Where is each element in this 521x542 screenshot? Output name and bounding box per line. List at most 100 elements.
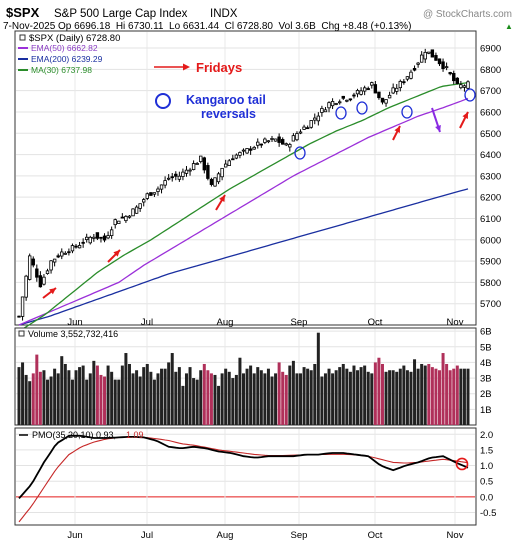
volume-y-tick: 1B bbox=[480, 405, 492, 416]
price-y-tick: 6100 bbox=[480, 214, 501, 225]
candle-body bbox=[430, 49, 435, 58]
volume-bar bbox=[391, 370, 395, 425]
volume-bar bbox=[277, 362, 281, 425]
candle-body bbox=[334, 103, 338, 105]
chart-exchange: INDX bbox=[210, 8, 238, 20]
volume-bar bbox=[409, 371, 413, 425]
price-candles bbox=[17, 48, 470, 321]
volume-bar bbox=[31, 373, 35, 425]
volume-bar bbox=[359, 367, 363, 425]
volume-bar bbox=[206, 370, 210, 425]
pmo-series bbox=[18, 434, 469, 500]
candle-body bbox=[134, 206, 139, 214]
pmo-crossover-circle bbox=[455, 457, 469, 471]
candle-body bbox=[288, 144, 292, 148]
volume-bar bbox=[366, 371, 370, 425]
candle-body bbox=[60, 251, 64, 257]
friday-arrow-head bbox=[219, 195, 225, 202]
candle-body bbox=[195, 163, 199, 165]
volume-bar bbox=[238, 357, 242, 425]
volume-y-tick: 4B bbox=[480, 358, 492, 369]
candle-body bbox=[95, 232, 100, 239]
candle-body bbox=[452, 72, 456, 82]
candle-body bbox=[152, 192, 157, 195]
volume-bar bbox=[231, 378, 235, 425]
candle-body bbox=[181, 171, 185, 177]
ema50-series bbox=[18, 97, 469, 326]
volume-bar bbox=[459, 368, 463, 425]
legend-ma30: MA(30) 6737.98 bbox=[31, 65, 92, 75]
volume-bar bbox=[455, 365, 459, 425]
candle-body bbox=[49, 260, 53, 271]
volume-bars bbox=[17, 332, 470, 425]
volume-y-tick: 5B bbox=[480, 342, 492, 353]
ma30-series bbox=[18, 81, 469, 332]
kangaroo-circle bbox=[356, 101, 368, 115]
volume-bar bbox=[270, 376, 274, 425]
x-axis-bottom: Jun Jul Aug Sep Oct Nov bbox=[67, 530, 463, 541]
candle-body bbox=[20, 296, 25, 317]
volume-bar bbox=[416, 368, 420, 425]
volume-bar bbox=[142, 367, 146, 425]
volume-bar bbox=[99, 374, 103, 425]
candle-body bbox=[88, 236, 92, 244]
candle-body bbox=[345, 99, 349, 102]
kangaroo-legend-circle bbox=[155, 93, 171, 109]
candle-body bbox=[327, 102, 331, 109]
candle-body bbox=[419, 54, 424, 63]
volume-y-tick: 3B bbox=[480, 374, 492, 385]
change-up-icon: ▲ bbox=[505, 22, 513, 31]
candle-body bbox=[74, 245, 78, 248]
candle-body bbox=[405, 76, 410, 80]
volume-bar bbox=[124, 353, 128, 425]
volume-bar bbox=[462, 368, 466, 425]
candle-body bbox=[252, 146, 256, 150]
candle-body bbox=[56, 255, 60, 258]
volume-bar bbox=[127, 363, 131, 425]
ma30-line bbox=[18, 81, 469, 332]
chart-date: 7-Nov-2025 bbox=[3, 21, 56, 32]
ohlc-readout: Op 6696.18 Hi 6730.11 Lo 6631.44 Cl 6728… bbox=[58, 21, 411, 32]
candle-body bbox=[427, 51, 431, 54]
pmo-y-axis: -0.5 0.0 0.5 1.0 1.5 2.0 bbox=[480, 430, 496, 519]
candle-body bbox=[280, 139, 285, 145]
candle-body bbox=[277, 136, 281, 143]
candle-body bbox=[99, 236, 103, 239]
annotations: Fridays Kangaroo tail reversals bbox=[42, 60, 476, 299]
volume-bar bbox=[259, 370, 263, 425]
volume-bar bbox=[291, 360, 295, 425]
volume-bar bbox=[352, 365, 356, 425]
volume-bar bbox=[295, 373, 299, 425]
candle-body bbox=[402, 81, 406, 84]
candle-body bbox=[298, 131, 303, 134]
candle-body bbox=[67, 251, 71, 254]
candle-body bbox=[117, 220, 121, 224]
volume-bar bbox=[445, 363, 449, 425]
volume-bar bbox=[46, 379, 50, 425]
candle-body bbox=[223, 163, 228, 168]
volume-bar bbox=[348, 371, 352, 425]
x-tick-label: Nov bbox=[447, 317, 464, 328]
candle-body bbox=[131, 208, 135, 217]
volume-bar bbox=[60, 356, 64, 425]
volume-bar bbox=[92, 360, 96, 425]
candle-body bbox=[145, 193, 149, 199]
candle-body bbox=[412, 68, 417, 71]
volume-bar bbox=[423, 365, 427, 425]
volume-bar bbox=[405, 370, 409, 425]
candle-body bbox=[309, 120, 313, 128]
price-y-tick: 6000 bbox=[480, 235, 501, 246]
volume-bar bbox=[21, 362, 25, 425]
x-tick-label-bottom: Jul bbox=[141, 530, 153, 541]
candle-body bbox=[323, 109, 328, 113]
volume-bar bbox=[395, 371, 399, 425]
volume-bar bbox=[74, 370, 78, 425]
price-y-tick: 6200 bbox=[480, 193, 501, 204]
price-y-tick: 6400 bbox=[480, 150, 501, 161]
volume-bar bbox=[149, 371, 153, 425]
volume-bar bbox=[177, 367, 181, 425]
candle-body bbox=[191, 163, 196, 170]
volume-bar bbox=[120, 365, 124, 425]
volume-bar bbox=[413, 359, 417, 425]
volume-y-tick: 6B bbox=[480, 327, 492, 338]
